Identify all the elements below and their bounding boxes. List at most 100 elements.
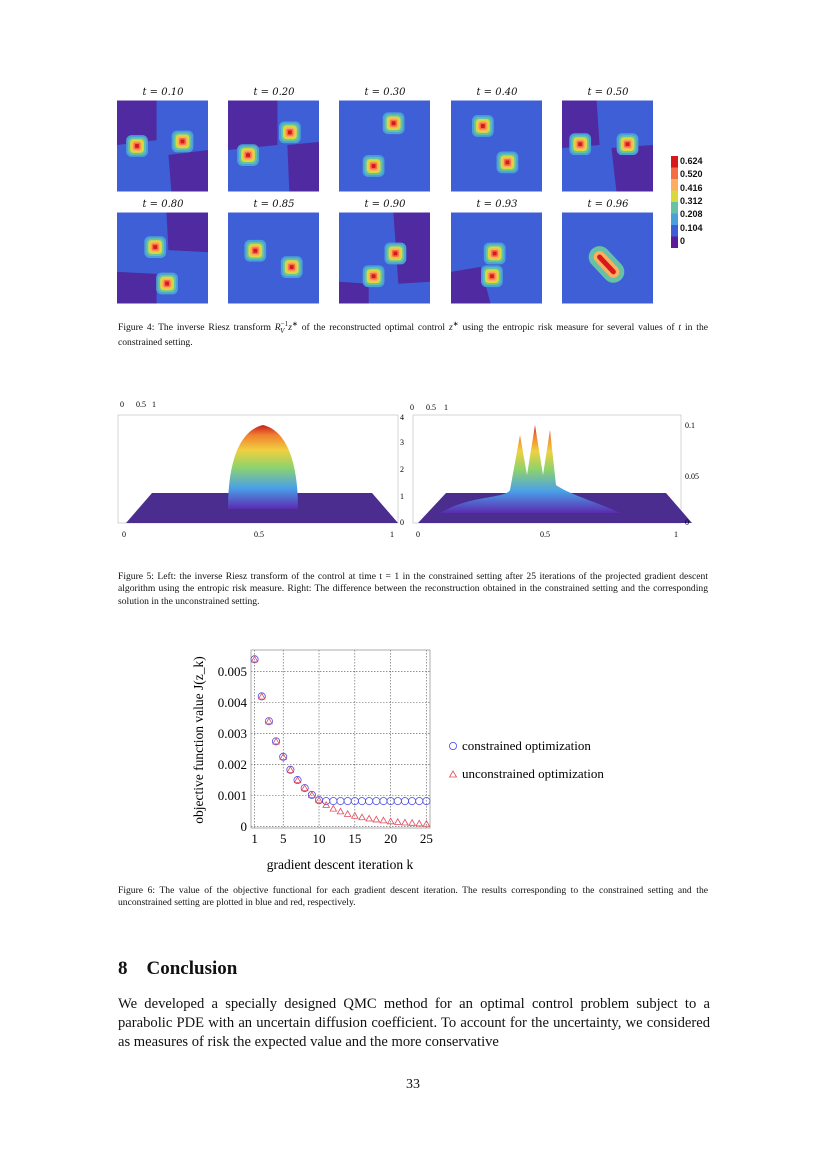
x-tick-label: 25: [420, 831, 433, 846]
left-surface-plot: 0 0.5 1 0 0.5 1 4 3 2 1 0: [117, 400, 404, 539]
tick: 0: [416, 530, 420, 539]
tick: 1: [390, 530, 394, 539]
x-tick-label: 15: [348, 831, 361, 846]
panel-label: t = 0.30: [364, 87, 406, 98]
unconstrained-point: [358, 813, 366, 821]
colorbar-tick: 0.624: [680, 156, 703, 166]
caption-text: Figure 4: The inverse Riesz transform: [118, 322, 275, 334]
unconstrained-point: [401, 818, 409, 826]
figure-4-caption: Figure 4: The inverse Riesz transform R−…: [118, 318, 708, 350]
panel-label: t = 0.50: [587, 87, 629, 98]
tick: 2: [400, 465, 404, 474]
tick: 0: [122, 530, 126, 539]
constrained-point: [365, 797, 374, 806]
unconstrained-point: [365, 814, 374, 822]
math-R: R: [274, 322, 281, 334]
constrained-point: [422, 797, 431, 806]
page-number: 33: [406, 1077, 420, 1092]
constrained-point: [415, 797, 424, 806]
figure-5: 0 0.5 1 0 0.5 1 4 3 2 1 0 0 0.5 1 0 0.5 …: [117, 400, 699, 539]
unconstrained-point: [322, 800, 331, 808]
right-surface-plot: 0 0.5 1 0 0.5 1 0.1 0.05 0: [410, 403, 699, 539]
panel-label: t = 0.85: [253, 199, 295, 210]
unconstrained-point: [422, 819, 431, 827]
unconstrained-point: [415, 819, 424, 827]
plot-frame: [250, 649, 431, 829]
tick: 1: [400, 492, 404, 501]
unconstrained-point: [265, 717, 273, 725]
caption-text: using the entropic risk measure for seve…: [458, 322, 679, 334]
y-tick-label: 0.003: [218, 726, 247, 741]
x-tick-label: 1: [251, 831, 258, 846]
y-tick-label: 0: [241, 819, 248, 834]
colorbar-tick: 0.104: [680, 222, 703, 233]
x-tick-label: 20: [384, 831, 397, 846]
section-number: 8: [118, 958, 128, 979]
colorbar-tick: 0: [680, 235, 686, 246]
panel-label: t = 0.90: [364, 199, 406, 210]
figure-5-caption: Figure 5: Left: the inverse Riesz transf…: [118, 571, 708, 607]
math-star: ∗: [452, 320, 459, 328]
colorbar-tick: 0.416: [680, 182, 703, 193]
heatmap-panel: [451, 212, 542, 304]
x-tick-label: 10: [313, 831, 326, 846]
unconstrained-point: [393, 818, 402, 825]
legend-marker-triangle: [448, 770, 458, 778]
caption-text: of the reconstructed optimal control: [297, 322, 449, 334]
tick: 0: [685, 518, 689, 527]
right-peaks: [440, 425, 620, 513]
y-tick-label: 0.005: [218, 664, 247, 679]
unconstrained-point: [293, 776, 302, 784]
grid: [251, 650, 430, 828]
tick: 1: [674, 530, 678, 539]
panel-label: t = 0.10: [142, 87, 184, 98]
tick: 0: [400, 518, 404, 527]
tick: 1: [444, 403, 448, 412]
legend-constrained: constrained optimization: [462, 738, 591, 753]
colorbar-tick: 0.312: [680, 195, 703, 206]
tick: 1: [152, 400, 156, 409]
caption-text: in the constrained setting.: [118, 322, 708, 349]
tick: 4: [400, 413, 404, 422]
section-heading: 8 Conclusion: [118, 958, 237, 980]
unconstrained-point: [300, 784, 309, 792]
panel-label: t = 0.96: [587, 199, 629, 210]
y-tick-label: 0.001: [218, 788, 247, 803]
panel-label: t = 0.80: [142, 199, 184, 210]
math-t: t: [678, 322, 682, 334]
constrained-point: [357, 797, 366, 806]
panel-label: t = 0.40: [476, 87, 518, 98]
constrained-point: [393, 797, 402, 806]
math-sub: V: [280, 327, 285, 336]
colorbar: [671, 156, 678, 248]
legend-unconstrained: unconstrained optimization: [462, 766, 604, 781]
unconstrained-point: [408, 818, 416, 826]
math-z: z: [288, 322, 292, 334]
constrained-point: [372, 797, 381, 806]
legend-marker-circle: [448, 742, 457, 751]
constrained-point: [336, 797, 345, 806]
tick: 0.5: [426, 403, 436, 412]
unconstrained-point: [315, 796, 323, 804]
constrained-point: [379, 797, 388, 806]
colorbar-tick: 0.520: [680, 169, 703, 180]
tick: 0.1: [685, 421, 695, 430]
legend: constrained optimization unconstrained o…: [448, 738, 604, 781]
tick: 0: [410, 403, 414, 412]
math-z: z: [448, 322, 453, 334]
y-axis-label: objective function value J(z_k): [191, 656, 206, 824]
unconstrained-point: [272, 737, 280, 745]
heatmap-panel: [228, 100, 319, 192]
left-peak: [228, 425, 298, 509]
tick: 0.5: [540, 530, 550, 539]
constrained-point: [400, 797, 409, 806]
unconstrained-point: [250, 655, 259, 663]
heatmap-panel: [339, 212, 430, 304]
section-title: Conclusion: [146, 958, 238, 979]
unconstrained-point: [350, 811, 359, 819]
unconstrained-point: [379, 816, 388, 824]
tick: 3: [400, 438, 404, 447]
x-tick-label: 5: [280, 831, 287, 846]
tick: 0.5: [254, 530, 264, 539]
